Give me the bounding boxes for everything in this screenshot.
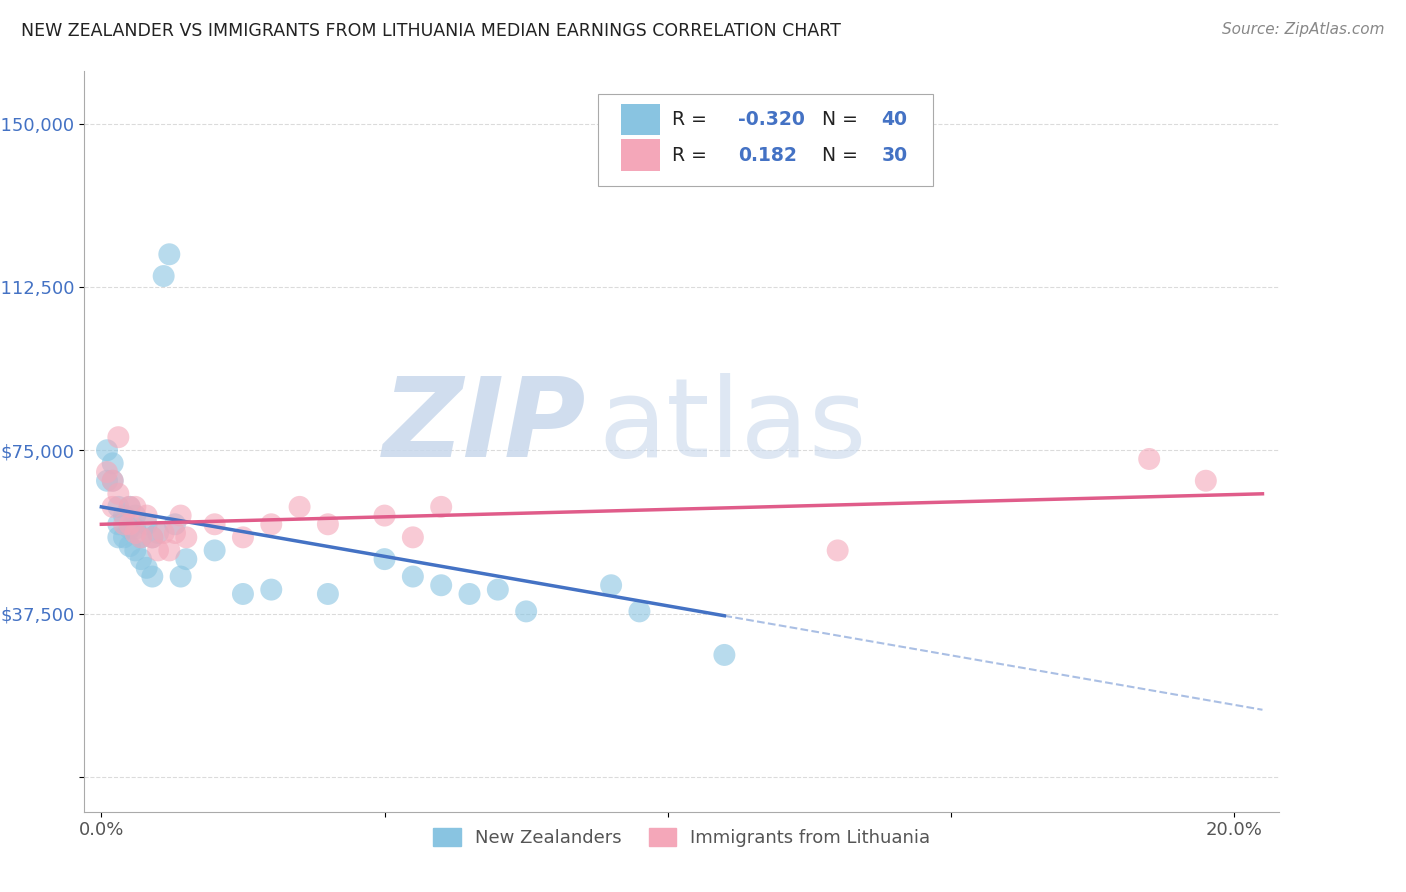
Point [101, 456, 124, 470]
Point [204, 543, 226, 558]
Point [96, 465, 118, 479]
Point [288, 500, 311, 514]
FancyBboxPatch shape [599, 94, 934, 186]
Point [96, 443, 118, 458]
Point [458, 587, 481, 601]
Point [1195, 474, 1218, 488]
Text: 0.182: 0.182 [738, 145, 797, 164]
Point [316, 517, 339, 532]
Point [124, 543, 146, 558]
Text: R =: R = [672, 110, 713, 129]
Text: 30: 30 [882, 145, 908, 164]
Point [486, 582, 509, 597]
Point [152, 268, 174, 283]
Bar [621, 139, 661, 170]
Point [118, 539, 141, 553]
Point [112, 517, 135, 532]
Text: ZIP: ZIP [382, 373, 586, 480]
Text: Source: ZipAtlas.com: Source: ZipAtlas.com [1222, 22, 1385, 37]
Point [157, 543, 180, 558]
Point [124, 526, 146, 541]
Point [430, 578, 453, 592]
Point [129, 530, 152, 544]
Point [107, 430, 129, 444]
Point [124, 522, 146, 536]
Point [827, 543, 849, 558]
Point [118, 522, 141, 536]
Point [135, 517, 157, 532]
Text: -0.320: -0.320 [738, 110, 806, 129]
Point [141, 569, 163, 583]
Point [152, 526, 174, 541]
Bar [621, 104, 661, 135]
Point [118, 517, 141, 532]
Point [112, 508, 135, 523]
Point [1137, 452, 1160, 467]
Point [101, 474, 124, 488]
Text: atlas: atlas [599, 373, 866, 480]
Point [157, 247, 180, 261]
Point [176, 552, 198, 566]
Point [101, 500, 124, 514]
Text: 40: 40 [882, 110, 907, 129]
Point [129, 552, 152, 566]
Text: R =: R = [672, 145, 713, 164]
Point [135, 508, 157, 523]
Point [232, 587, 254, 601]
Point [176, 530, 198, 544]
Point [124, 508, 146, 523]
Point [163, 526, 186, 541]
Point [260, 517, 283, 532]
Point [141, 530, 163, 544]
Text: N =: N = [821, 145, 863, 164]
Point [141, 530, 163, 544]
Point [600, 578, 623, 592]
Text: NEW ZEALANDER VS IMMIGRANTS FROM LITHUANIA MEDIAN EARNINGS CORRELATION CHART: NEW ZEALANDER VS IMMIGRANTS FROM LITHUAN… [21, 22, 841, 40]
Point [374, 508, 396, 523]
Point [402, 530, 425, 544]
Point [204, 517, 226, 532]
Point [129, 530, 152, 544]
Point [118, 500, 141, 514]
Point [118, 500, 141, 514]
Point [146, 543, 169, 558]
Point [107, 500, 129, 514]
Point [107, 530, 129, 544]
Point [402, 569, 425, 583]
Point [135, 561, 157, 575]
Point [374, 552, 396, 566]
Text: N =: N = [821, 110, 863, 129]
Point [628, 604, 651, 618]
Point [169, 508, 191, 523]
Point [713, 648, 735, 662]
Legend: New Zealanders, Immigrants from Lithuania: New Zealanders, Immigrants from Lithuani… [426, 821, 938, 855]
Point [107, 487, 129, 501]
Point [124, 500, 146, 514]
Point [101, 474, 124, 488]
Point [169, 569, 191, 583]
Point [107, 517, 129, 532]
Point [316, 587, 339, 601]
Point [260, 582, 283, 597]
Point [515, 604, 537, 618]
Point [112, 530, 135, 544]
Point [146, 526, 169, 541]
Point [163, 517, 186, 532]
Point [430, 500, 453, 514]
Point [232, 530, 254, 544]
Point [96, 474, 118, 488]
